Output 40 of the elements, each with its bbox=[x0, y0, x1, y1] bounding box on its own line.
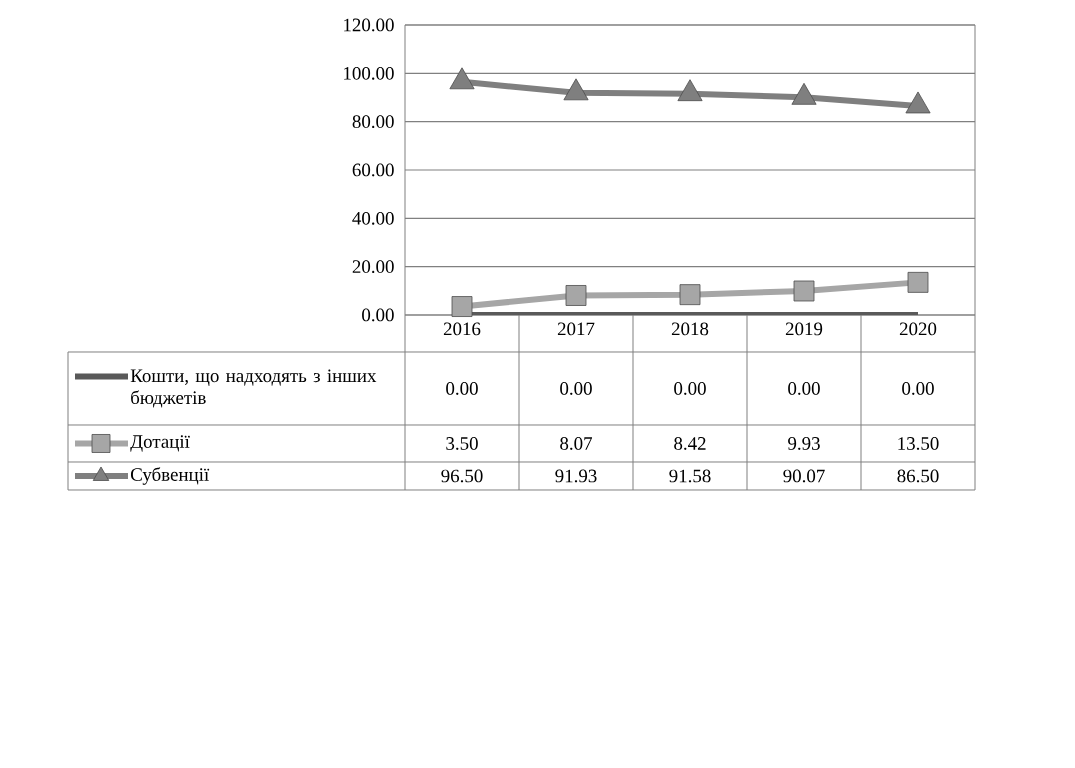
point bbox=[905, 91, 931, 114]
data-label: 96.50 bbox=[441, 469, 483, 483]
data-label: 90.07 bbox=[783, 469, 825, 483]
legend-label: Кошти, що надходять з інших бюджетів bbox=[130, 369, 377, 408]
y-tick-label: 120.00 bbox=[344, 18, 394, 32]
x-tick-label: 2016 bbox=[443, 322, 481, 336]
data-label: 0.00 bbox=[674, 382, 706, 395]
data-label: 3.50 bbox=[446, 437, 478, 450]
point bbox=[791, 82, 817, 105]
data-label: 91.93 bbox=[555, 469, 597, 483]
data-label: 0.00 bbox=[560, 382, 592, 395]
data-label: 8.42 bbox=[674, 437, 706, 450]
point bbox=[677, 79, 703, 102]
y-tick-label: 40.00 bbox=[352, 211, 394, 225]
legend-label: Дотації bbox=[130, 435, 190, 452]
point bbox=[563, 78, 589, 101]
y-tick-label: 80.00 bbox=[352, 115, 394, 129]
x-tick-label: 2020 bbox=[899, 322, 937, 336]
data-label: 8.07 bbox=[560, 437, 593, 450]
point bbox=[451, 296, 473, 317]
x-tick-label: 2017 bbox=[557, 322, 595, 336]
data-label: 91.58 bbox=[669, 469, 711, 483]
x-tick-label: 2019 bbox=[785, 322, 823, 336]
data-label: 86.50 bbox=[897, 469, 939, 483]
data-label: 0.00 bbox=[902, 382, 934, 395]
x-tick-label: 2018 bbox=[671, 322, 709, 336]
point bbox=[679, 284, 701, 306]
point bbox=[907, 271, 929, 293]
legend-label: Субвенції bbox=[130, 467, 210, 485]
y-tick-label: 20.00 bbox=[352, 260, 394, 274]
point bbox=[565, 285, 587, 306]
data-label: 0.00 bbox=[446, 382, 478, 395]
y-tick-label: 0.00 bbox=[362, 308, 394, 322]
data-label: 9.93 bbox=[788, 437, 820, 450]
y-tick-label: 60.00 bbox=[352, 163, 394, 177]
point bbox=[793, 280, 815, 302]
point bbox=[449, 67, 475, 90]
data-label: 0.00 bbox=[788, 382, 820, 395]
y-tick-label: 100.00 bbox=[344, 66, 394, 80]
data-label: 13.50 bbox=[898, 437, 939, 450]
